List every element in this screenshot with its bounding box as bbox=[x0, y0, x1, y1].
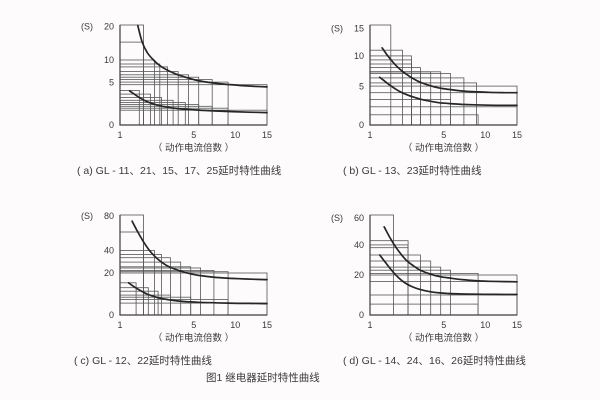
y-tick-label: 5 bbox=[109, 77, 114, 87]
x-tick-label: 15 bbox=[262, 130, 272, 140]
setting-range-box bbox=[369, 71, 421, 126]
x-tick-label: 10 bbox=[480, 320, 490, 330]
x-tick-label: 5 bbox=[191, 130, 196, 140]
setting-range-box bbox=[369, 49, 403, 126]
setting-range-box bbox=[369, 92, 518, 126]
setting-range-box bbox=[119, 257, 171, 316]
setting-range-box bbox=[369, 106, 518, 126]
chart-b-caption: ( b) GL - 13、23延时特性曲线 bbox=[343, 165, 482, 177]
axes bbox=[369, 25, 517, 126]
axes bbox=[119, 215, 267, 316]
upper-limit-curve bbox=[381, 47, 518, 94]
y-tick-label: 60 bbox=[354, 213, 364, 223]
setting-range-box bbox=[119, 41, 144, 126]
y-tick-label: 10 bbox=[354, 51, 364, 61]
setting-range-box bbox=[119, 214, 144, 316]
chart-panel-a: 0 5 10 20 (S) 1 5 10 15 （ 动作电流倍数 ） ( a) GL - 11、2… bbox=[68, 12, 318, 202]
lower-limit-curve bbox=[128, 90, 268, 114]
setting-range-box bbox=[119, 270, 215, 316]
setting-range-box bbox=[119, 104, 200, 126]
setting-range-box bbox=[119, 231, 144, 316]
setting-range-box bbox=[119, 97, 162, 126]
y-tick-label: 0 bbox=[359, 310, 364, 320]
chart-a-caption: ( a) GL - 11、21、15、17、25延时特性曲线 bbox=[77, 165, 282, 177]
axes bbox=[119, 25, 267, 126]
lower-limit-curve bbox=[127, 281, 268, 305]
y-tick-label: 10 bbox=[104, 55, 114, 65]
chart-panel-b: 0 5 10 15 (S) 1 5 10 15 （ 动作电流倍数 ） ( b) GL - 13、2… bbox=[318, 12, 568, 202]
y-tick-label: 5 bbox=[359, 81, 364, 91]
y-tick-label: 20 bbox=[104, 268, 114, 278]
setting-range-box bbox=[119, 99, 174, 126]
x-tick-label: 1 bbox=[367, 320, 372, 330]
y-tick-label: 0 bbox=[109, 120, 114, 130]
x-tick-label: 1 bbox=[117, 130, 122, 140]
upper-limit-curve bbox=[131, 220, 268, 281]
y-tick-label: 15 bbox=[354, 23, 364, 33]
y-tick-label: 40 bbox=[104, 246, 114, 256]
setting-range-box bbox=[369, 214, 394, 316]
x-tick-label: 5 bbox=[441, 130, 446, 140]
axes bbox=[369, 215, 517, 316]
setting-range-box bbox=[369, 254, 421, 316]
y-axis-unit-label: (S) bbox=[81, 211, 93, 221]
lower-limit-curve bbox=[378, 76, 518, 107]
setting-range-box bbox=[119, 302, 268, 316]
x-axis-title: （ 动作电流倍数 ） bbox=[403, 332, 484, 344]
x-tick-label: 15 bbox=[512, 320, 522, 330]
x-tick-label: 10 bbox=[230, 320, 240, 330]
x-tick-label: 1 bbox=[367, 130, 372, 140]
setting-range-box bbox=[119, 63, 161, 126]
x-axis-title: （ 动作电流倍数 ） bbox=[153, 332, 234, 344]
chart-panel-d: 0 20 40 60 (S) 1 5 10 15 （ 动作电流倍数 ） ( d) GL - 14、… bbox=[318, 202, 568, 392]
upper-limit-curve bbox=[383, 226, 518, 283]
setting-range-box bbox=[119, 93, 151, 126]
setting-range-box bbox=[369, 114, 479, 126]
setting-range-box bbox=[369, 77, 465, 126]
setting-range-box bbox=[119, 59, 155, 126]
x-tick-label: 10 bbox=[480, 130, 490, 140]
setting-range-box bbox=[369, 281, 518, 316]
setting-range-box bbox=[369, 260, 432, 316]
y-axis-unit-label: (S) bbox=[331, 23, 343, 33]
setting-range-box bbox=[369, 303, 479, 316]
upper-limit-curve bbox=[136, 24, 268, 88]
chart-panel-c: 0 20 40 80 (S) 1 5 10 15 （ 动作电流倍数 ） ( c) GL - 12、… bbox=[68, 202, 318, 392]
x-tick-label: 5 bbox=[441, 320, 446, 330]
x-axis-title: （ 动作电流倍数 ） bbox=[153, 142, 234, 154]
y-tick-label: 0 bbox=[109, 310, 114, 320]
setting-range-box bbox=[369, 294, 518, 316]
y-tick-label: 40 bbox=[354, 240, 364, 250]
y-tick-label: 0 bbox=[359, 120, 364, 130]
lower-limit-curve bbox=[378, 254, 518, 296]
setting-range-box bbox=[119, 102, 186, 126]
y-axis-unit-label: (S) bbox=[331, 213, 343, 223]
x-tick-label: 1 bbox=[117, 320, 122, 330]
x-tick-label: 5 bbox=[191, 320, 196, 330]
setting-range-box bbox=[369, 71, 442, 126]
y-tick-label: 80 bbox=[104, 211, 114, 221]
x-axis-title: （ 动作电流倍数 ） bbox=[403, 142, 484, 154]
y-tick-label: 20 bbox=[354, 270, 364, 280]
setting-range-box bbox=[369, 71, 432, 126]
y-tick-label: 20 bbox=[104, 22, 114, 32]
setting-range-box bbox=[369, 24, 392, 126]
x-tick-label: 15 bbox=[512, 130, 522, 140]
chart-c-caption: ( c) GL - 12、22延时特性曲线 bbox=[74, 355, 212, 367]
chart-d-caption: ( d) GL - 14、24、16、26延时特性曲线 bbox=[343, 355, 526, 367]
x-tick-label: 10 bbox=[230, 130, 240, 140]
figure-caption: 图1 继电器延时特性曲线 bbox=[206, 372, 320, 384]
y-axis-unit-label: (S) bbox=[81, 22, 93, 32]
setting-range-box bbox=[119, 254, 162, 316]
x-tick-label: 15 bbox=[262, 320, 272, 330]
